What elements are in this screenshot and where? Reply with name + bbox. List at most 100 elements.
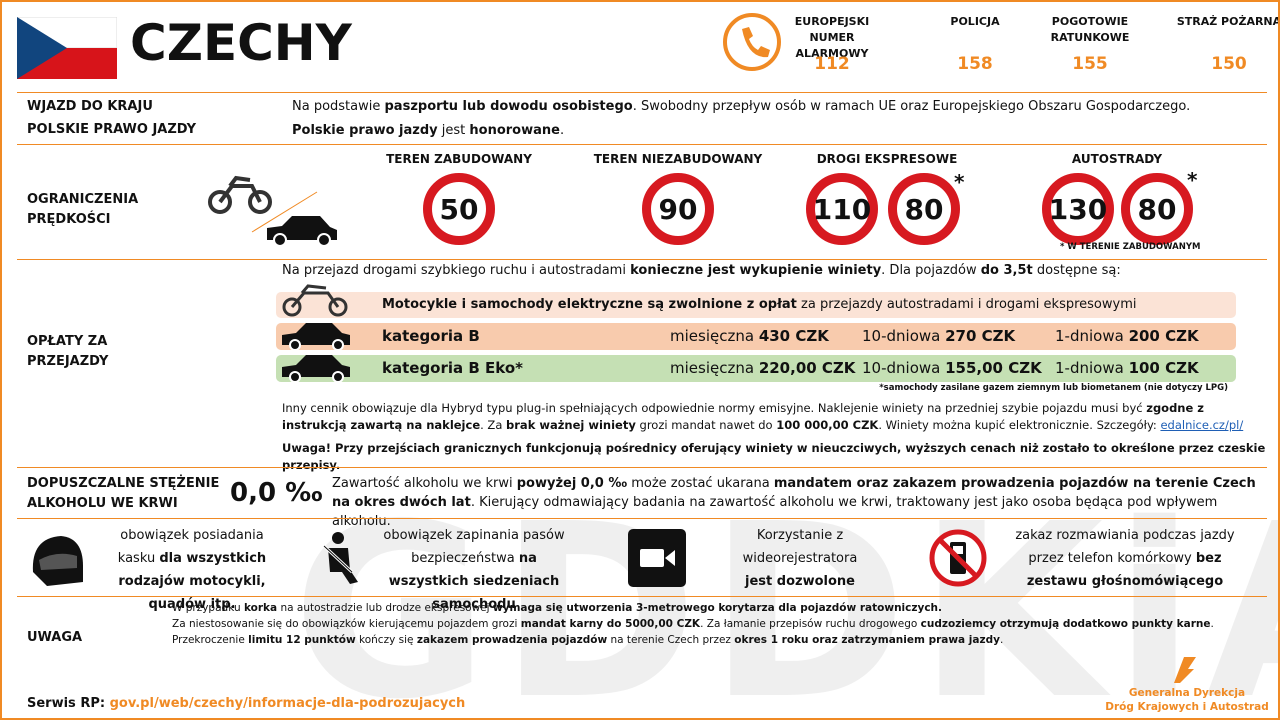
line2: Za niestosowanie się do obowiązków kieru… xyxy=(172,618,521,630)
title: CZECHY xyxy=(130,14,352,72)
rules: dla wszystkich rodzajów motocykli, quadó… xyxy=(118,551,267,612)
rules: Korzystanie z wideorejestratora xyxy=(742,528,858,566)
intro: konieczne jest wykupienie winiety xyxy=(630,263,882,278)
exempt: za przejazdy autostradami i drogami eksp… xyxy=(796,297,1137,312)
limits: 110 xyxy=(806,173,878,245)
text-block: zakaz rozmawiania podczas jazdy przez te… xyxy=(997,524,1253,593)
intro: . Dla pojazdów xyxy=(881,263,981,278)
line2: okres 1 roku oraz zatrzymaniem prawa jaz… xyxy=(734,634,1000,646)
text-block: Korzystanie z wideorejestratora jest doz… xyxy=(730,524,870,593)
name: TEREN ZABUDOWANY xyxy=(386,152,532,166)
name: TEREN NIEZABUDOWANY xyxy=(593,152,763,166)
text-block: Na przejazd drogami szybkiego ruchu i au… xyxy=(282,261,1121,280)
text-block: Generalna Dyrekcja Dróg Krajowych i Autos… xyxy=(1092,686,1278,714)
text-block: Zawartość alkoholu we krwi powyżej 0,0 ‰… xyxy=(332,474,1267,531)
line1: wymaga się utworzenia 3-metrowego koryta… xyxy=(492,602,943,614)
text: . Kierujący odmawiający badania na zawar… xyxy=(332,495,1218,529)
text-block: 1-dniowa 100 CZK xyxy=(1055,355,1199,381)
name: DROGI EKSPRESOWE xyxy=(816,152,958,166)
prices: 220,00 CZK xyxy=(758,359,856,377)
info: zgodne z instrukcją zawartą na naklejce xyxy=(282,401,1204,432)
camera-icon xyxy=(628,529,686,587)
text-block: miesięczna 220,00 CZK xyxy=(670,355,855,381)
line2: . Przekroczenie xyxy=(172,618,1214,646)
license-label: POLSKIE PRAWO JAZDY xyxy=(27,122,197,137)
label: EUROPEJSKI NUMER ALARMOWY xyxy=(794,15,870,60)
watermark: GDDKiA xyxy=(292,472,1278,720)
info: grozi mandat nawet do xyxy=(635,418,777,432)
text: . Swobodny przepływ osób w ramach UE ora… xyxy=(632,99,1191,114)
exempt-band xyxy=(276,292,1236,318)
rules: bez zestawu głośnomówiącego xyxy=(1026,551,1224,589)
text-block: Polskie prawo jazdy jest honorowane. xyxy=(292,121,564,140)
intro: do 3,5t xyxy=(980,263,1033,278)
text-block: obowiązek posiadania kasku dla wszystkic… xyxy=(102,524,282,616)
separator xyxy=(17,467,1267,468)
helmet-icon xyxy=(32,536,83,586)
separator xyxy=(17,92,1267,93)
label: POLICJA xyxy=(950,15,1000,28)
text-block: Za niestosowanie się do obowiązków kieru… xyxy=(172,616,1252,648)
text-block: Serwis RP: gov.pl/web/czechy/informacje-… xyxy=(27,696,465,711)
label: POGOTOWIE RATUNKOWE xyxy=(1050,15,1130,44)
info: brak ważnej winiety xyxy=(506,418,636,432)
limits: 90 xyxy=(642,173,714,245)
separator xyxy=(17,518,1267,519)
prices: 200 CZK xyxy=(1128,327,1199,345)
line2: zakazem prowadzenia pojazdów xyxy=(416,634,608,646)
flag xyxy=(17,17,117,79)
text: Na podstawie xyxy=(292,99,385,114)
prices: 155,00 CZK xyxy=(945,359,1042,377)
line2: . xyxy=(999,634,1004,646)
number: 150 xyxy=(1211,54,1247,74)
text-block: Inny cennik obowiązuje dla Hybryd typu p… xyxy=(282,400,1252,434)
prices: miesięczna xyxy=(670,359,759,377)
text-block: W przypadku korka na autostradzie lub dr… xyxy=(172,600,1257,616)
label: OGRANICZENIA PRĘDKOŚCI xyxy=(27,192,139,227)
rules: zakaz rozmawiania podczas jazdy przez te… xyxy=(1015,528,1235,566)
license-text: . xyxy=(559,123,565,138)
link[interactable]: edalnice.cz/pl/ xyxy=(1160,418,1244,432)
category-band xyxy=(276,355,1236,382)
vehicle-icons xyxy=(208,175,337,247)
info: Inny cennik obowiązuje dla Hybryd typu p… xyxy=(282,401,1147,415)
link[interactable]: gov.pl/web/czechy/informacje-dla-podrozu… xyxy=(109,696,466,711)
name: AUTOSTRADY xyxy=(1071,152,1163,166)
intro: Na przejazd drogami szybkiego ruchu i au… xyxy=(282,263,631,278)
limits: 80 xyxy=(1121,173,1193,245)
line2: na terenie Czech przez xyxy=(607,634,735,646)
text: paszportu lub dowodu osobistego xyxy=(384,99,633,114)
line1: korka xyxy=(243,602,278,614)
note: * W TERENIE ZABUDOWANYM xyxy=(1060,242,1201,252)
text: Zawartość alkoholu we krwi xyxy=(332,476,517,491)
prices: 270 CZK xyxy=(945,327,1016,345)
separator xyxy=(17,596,1267,597)
info: . Winiety można kupić elektronicznie. Sz… xyxy=(878,418,1161,432)
text: powyżej 0,0 ‰ xyxy=(516,476,628,491)
category: kategoria B Eko* xyxy=(382,359,523,377)
prices: 1-dniowa xyxy=(1055,327,1129,345)
category-band xyxy=(276,323,1236,350)
line2: mandat karny do 5000,00 CZK xyxy=(520,618,701,630)
mark: * xyxy=(954,170,965,194)
number: 158 xyxy=(957,54,993,74)
prices: 10-dniowa xyxy=(862,359,946,377)
number: 112 xyxy=(814,54,850,74)
intro: dostępne są: xyxy=(1032,263,1121,278)
license-text: Polskie prawo jazdy xyxy=(292,123,438,138)
text-block: 10-dniowa 155,00 CZK xyxy=(862,355,1042,381)
rules: jest dozwolone xyxy=(745,574,855,589)
label: WJAZD DO KRAJU xyxy=(27,99,153,114)
exempt: Motocykle i samochody elektryczne są zwo… xyxy=(382,297,797,312)
line1: na autostradzie lub drodze ekspresowej xyxy=(277,602,493,614)
footnote: *samochody zasilane gazem ziemnym lub bi… xyxy=(879,383,1228,393)
prices: 430 CZK xyxy=(758,327,829,345)
license-text: honorowane xyxy=(469,123,560,138)
line1: W przypadku xyxy=(172,602,244,614)
prices: miesięczna xyxy=(670,327,759,345)
label: OPŁATY ZA PRZEJAZDY xyxy=(27,334,109,369)
logo-icon xyxy=(1174,657,1196,683)
info: 100 000,00 CZK xyxy=(776,418,879,432)
text-block: miesięczna 430 CZK xyxy=(670,323,829,349)
